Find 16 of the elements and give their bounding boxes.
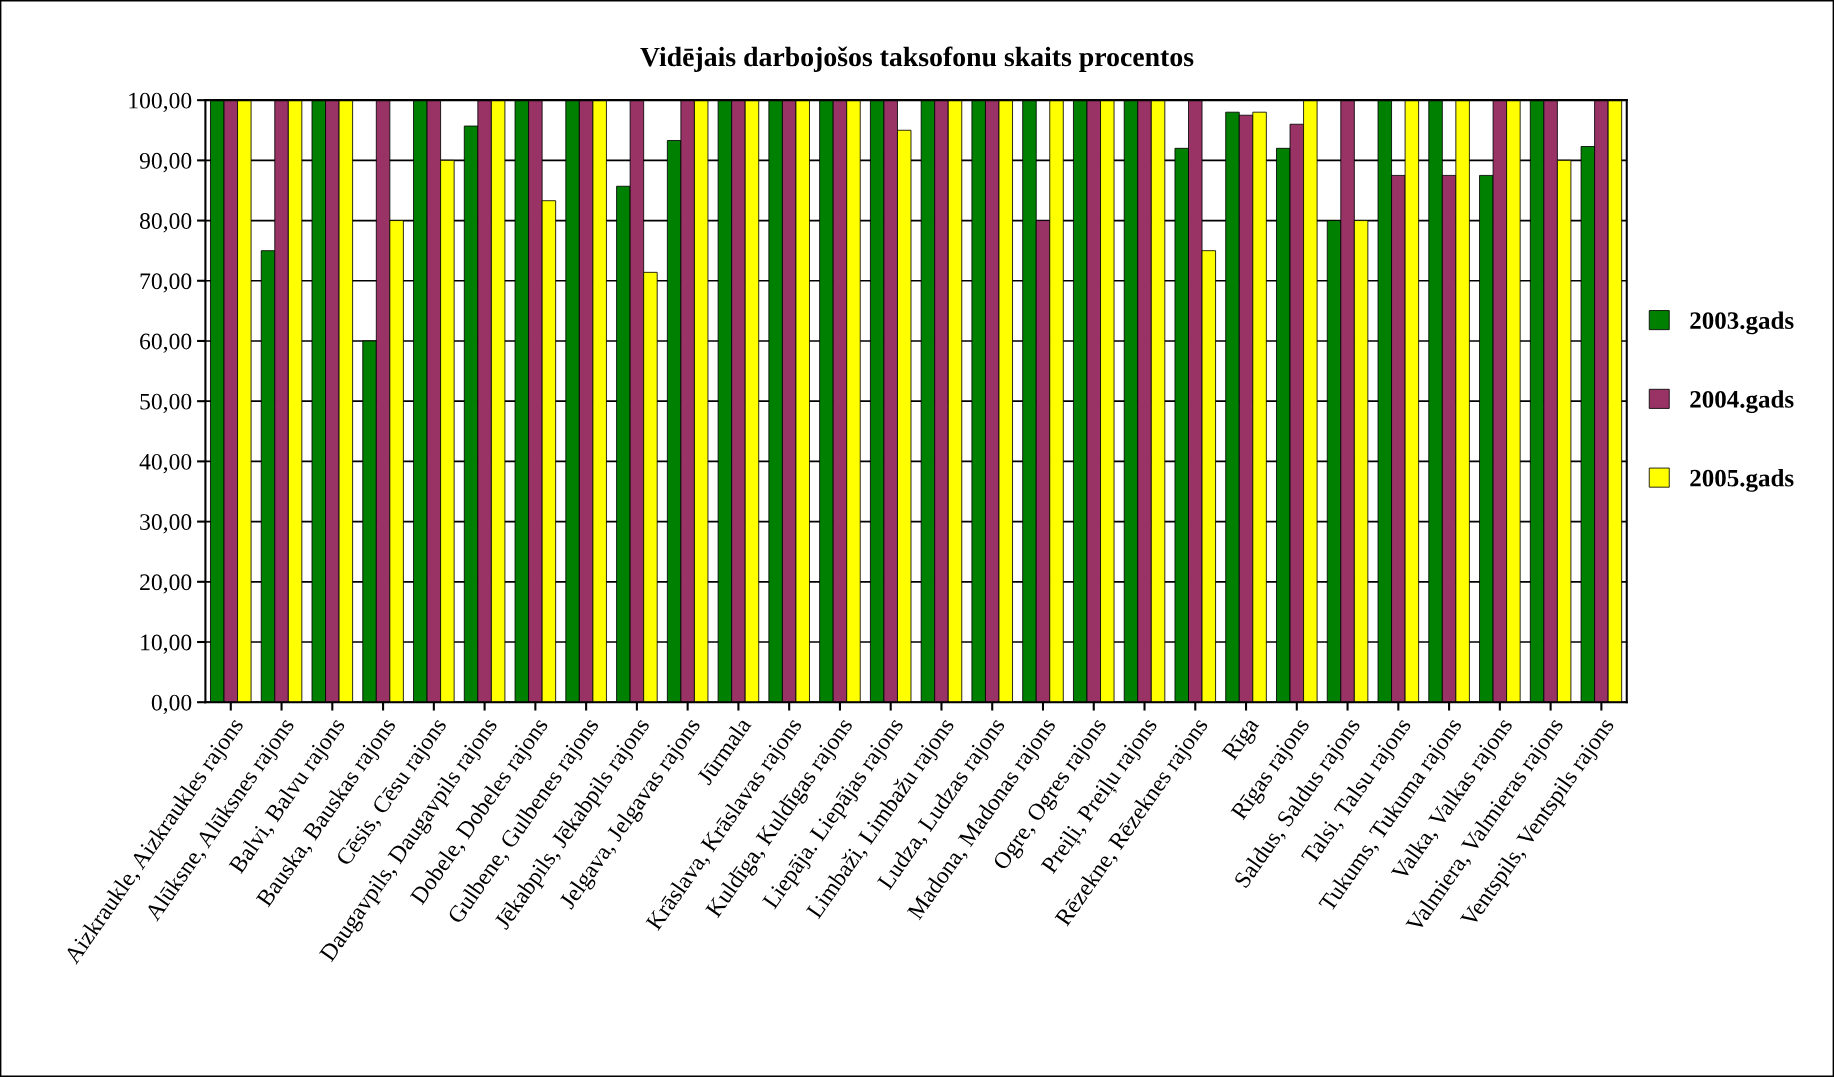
y-tick-label: 100,00 bbox=[129, 92, 192, 112]
legend-label: 2005.gads bbox=[1690, 468, 1794, 492]
y-tick-label: 20,00 bbox=[140, 574, 192, 594]
x-tick-label: Rīga bbox=[1221, 716, 1264, 764]
y-tick-label: 70,00 bbox=[140, 273, 192, 293]
legend-label: 2004.gads bbox=[1690, 390, 1794, 414]
y-tick-label: 10,00 bbox=[141, 634, 192, 654]
y-tick-label: 90,00 bbox=[139, 152, 192, 173]
y-tick-label: 60,00 bbox=[140, 333, 192, 353]
y-tick-label: 30,00 bbox=[140, 514, 192, 534]
y-tick-label: 0,00 bbox=[151, 694, 192, 715]
y-tick-label: 80,00 bbox=[139, 213, 192, 233]
chart-title: Vidējais darbojošos taksofonu skaits procentos bbox=[640, 46, 1194, 72]
legend-label: 2003.gads bbox=[1690, 311, 1794, 335]
y-tick-label: 40,00 bbox=[139, 453, 192, 474]
y-tick-label: 50,00 bbox=[140, 393, 192, 413]
